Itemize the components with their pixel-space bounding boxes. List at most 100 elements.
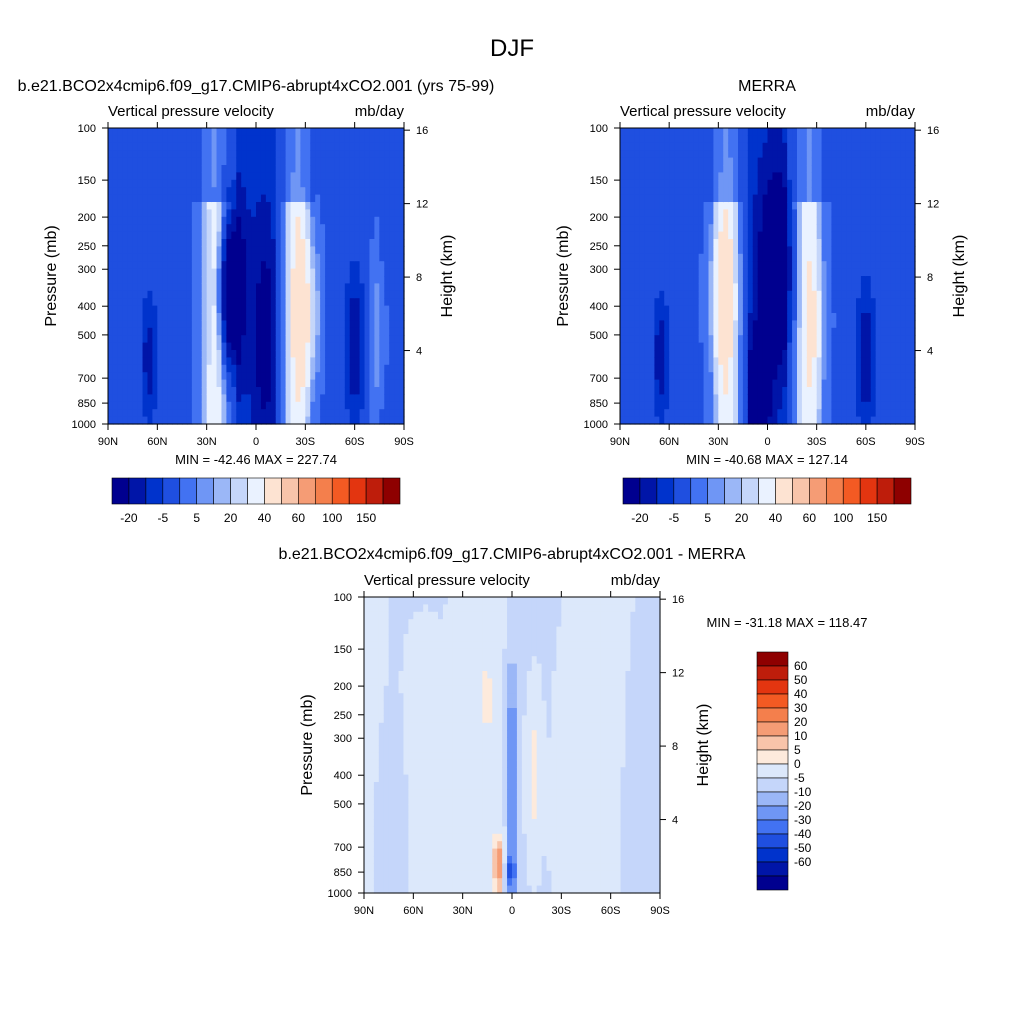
contour-cell bbox=[216, 150, 223, 159]
contour-cell bbox=[856, 246, 862, 255]
contour-cell bbox=[226, 202, 232, 210]
contour-cell bbox=[905, 157, 911, 166]
contour-cell bbox=[182, 194, 188, 203]
contour-cell bbox=[738, 128, 744, 136]
contour-cell bbox=[374, 394, 380, 403]
contour-cell bbox=[880, 357, 887, 366]
contour-cell bbox=[256, 157, 262, 166]
contour-cell bbox=[270, 394, 277, 403]
contour-cell bbox=[649, 298, 656, 307]
contour-cell bbox=[142, 246, 149, 255]
contour-cell bbox=[295, 416, 301, 425]
contour-cell bbox=[693, 224, 700, 233]
contour-cell bbox=[260, 401, 267, 410]
contour-cell bbox=[851, 209, 857, 218]
contour-cell bbox=[221, 231, 227, 240]
contour-cell bbox=[664, 209, 670, 218]
contour-cell bbox=[280, 342, 287, 351]
contour-cell bbox=[728, 342, 734, 351]
contour-cell bbox=[644, 364, 651, 373]
contour-cell bbox=[629, 135, 636, 144]
contour-cell bbox=[742, 150, 749, 159]
contour-cell bbox=[251, 194, 257, 203]
contour-cell bbox=[624, 342, 631, 351]
contour-cell bbox=[644, 283, 651, 292]
contour-cell bbox=[836, 209, 842, 218]
contour-cell bbox=[295, 231, 301, 240]
contour-cell bbox=[157, 231, 163, 240]
contour-cell bbox=[379, 372, 385, 381]
contour-cell bbox=[152, 335, 158, 344]
colorbar-label: 150 bbox=[867, 511, 887, 525]
contour-cell bbox=[394, 142, 400, 151]
contour-cell bbox=[703, 142, 710, 151]
contour-cell bbox=[811, 298, 818, 307]
contour-cell bbox=[762, 305, 769, 314]
contour-cell bbox=[875, 401, 882, 410]
contour-cell bbox=[226, 298, 232, 307]
contour-cell bbox=[374, 128, 380, 136]
colorbar-box bbox=[639, 477, 658, 505]
contour-cell bbox=[880, 283, 887, 292]
contour-cell bbox=[117, 313, 124, 321]
contour-cell bbox=[846, 165, 852, 173]
contour-cell bbox=[703, 276, 710, 284]
contour-cell bbox=[290, 231, 297, 240]
contour-cell bbox=[280, 157, 287, 166]
contour-cell bbox=[186, 409, 193, 418]
contour-cell bbox=[831, 239, 837, 247]
contour-cell bbox=[265, 283, 272, 292]
contour-cell bbox=[275, 372, 282, 381]
contour-cell bbox=[728, 379, 734, 388]
contour-cell bbox=[354, 305, 361, 314]
contour-cell bbox=[674, 172, 680, 181]
contour-cell bbox=[300, 379, 306, 388]
contour-cell bbox=[910, 261, 916, 270]
contour-cell bbox=[905, 231, 911, 240]
contour-cell bbox=[221, 320, 227, 329]
contour-cell bbox=[221, 239, 227, 247]
contour-cell bbox=[330, 268, 336, 277]
contour-cell bbox=[260, 165, 267, 173]
contour-cell bbox=[325, 298, 331, 307]
contour-cell bbox=[147, 246, 153, 255]
contour-cell bbox=[816, 416, 823, 425]
contour-cell bbox=[117, 128, 124, 136]
contour-cell bbox=[359, 327, 366, 336]
contour-cell bbox=[870, 142, 877, 151]
contour-cell bbox=[742, 194, 749, 203]
contour-cell bbox=[399, 187, 405, 196]
contour-cell bbox=[162, 409, 168, 418]
contour-cell bbox=[389, 239, 395, 247]
contour-cell bbox=[797, 202, 803, 210]
contour-cell bbox=[900, 372, 906, 381]
contour-cell bbox=[634, 364, 641, 373]
contour-cell bbox=[806, 409, 813, 418]
contour-cell bbox=[349, 387, 356, 395]
contour-cell bbox=[870, 209, 877, 218]
contour-cell bbox=[777, 142, 783, 151]
contour-cell bbox=[290, 327, 297, 336]
contour-cell bbox=[728, 216, 734, 225]
contour-cell bbox=[310, 290, 316, 299]
contour-cell bbox=[177, 246, 183, 255]
contour-cell bbox=[226, 401, 232, 410]
contour-cell bbox=[718, 372, 724, 381]
contour-cell bbox=[679, 216, 685, 225]
contour-cell bbox=[767, 157, 774, 166]
contour-cell bbox=[364, 290, 371, 299]
contour-cell bbox=[821, 305, 828, 314]
contour-cell bbox=[664, 298, 670, 307]
contour-cell bbox=[801, 179, 808, 188]
contour-cell bbox=[177, 253, 183, 262]
contour-cell bbox=[354, 342, 361, 351]
contour-cell bbox=[856, 194, 862, 203]
contour-cell bbox=[654, 268, 660, 277]
contour-cell bbox=[620, 364, 626, 373]
contour-cell bbox=[359, 179, 366, 188]
contour-cell bbox=[875, 416, 882, 425]
contour-cell bbox=[688, 342, 695, 351]
contour-cell bbox=[728, 239, 734, 247]
contour-cell bbox=[186, 209, 193, 218]
contour-cell bbox=[256, 187, 262, 196]
